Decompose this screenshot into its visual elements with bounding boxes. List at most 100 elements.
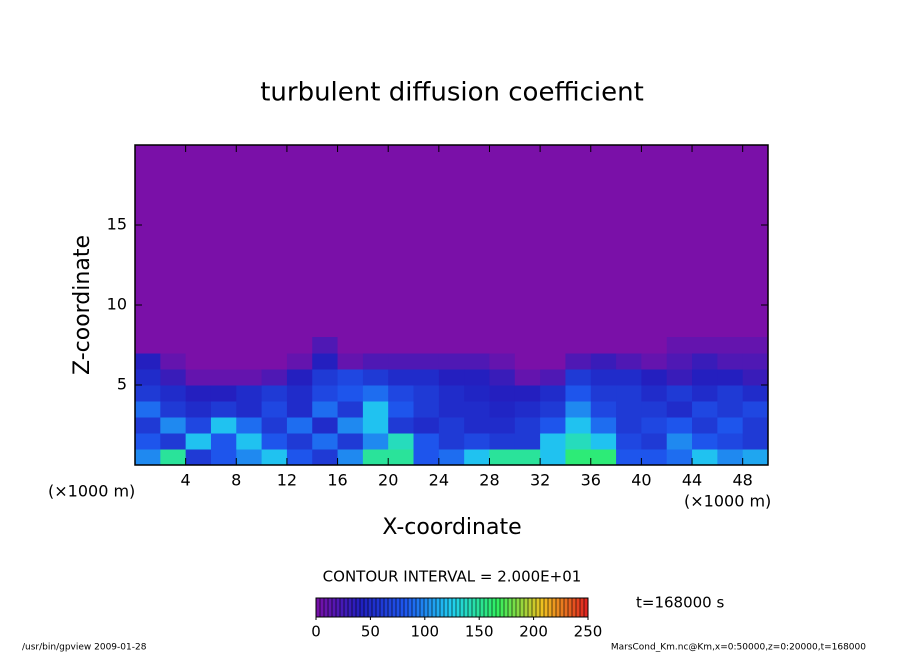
colorbar-segment [400, 598, 405, 617]
heat-cell [312, 337, 339, 354]
heat-cell [286, 337, 313, 354]
heat-cell [590, 401, 617, 418]
heat-cell [717, 369, 744, 386]
heat-cell [286, 449, 313, 466]
heat-cell [464, 433, 490, 450]
heat-cell [717, 353, 744, 370]
colorbar-segment [540, 598, 545, 617]
heat-cell [742, 369, 769, 386]
heat-cell [540, 337, 566, 354]
colorbar-segment [508, 598, 513, 617]
heat-cell [135, 417, 161, 434]
heat-cell [236, 449, 263, 466]
colorbar-segment [428, 598, 433, 617]
heat-cell [261, 417, 288, 434]
heat-cell [666, 401, 693, 418]
heat-cell [160, 337, 187, 354]
heat-cell [742, 449, 769, 466]
heat-cell [185, 417, 212, 434]
heat-cell [666, 353, 693, 370]
heat-cell [565, 433, 592, 450]
heat-cell [590, 337, 617, 354]
colorbar-segment [408, 598, 413, 617]
heat-cell [210, 369, 237, 386]
heat-cell [438, 417, 465, 434]
heat-cell [565, 337, 592, 354]
heat-cell [692, 385, 718, 402]
heat-cell [666, 417, 693, 434]
x-unit-label: (×1000 m) [684, 492, 771, 511]
heat-cell [236, 401, 263, 418]
heat-cell [489, 449, 516, 466]
heat-cell [160, 417, 187, 434]
heat-cell [413, 353, 440, 370]
x-tick-label: 20 [378, 471, 398, 490]
heat-cell [388, 385, 415, 402]
heat-cell [590, 385, 617, 402]
heat-cell [641, 433, 668, 450]
heat-cell [312, 401, 339, 418]
heat-cell [210, 401, 237, 418]
heat-cell [337, 433, 364, 450]
heat-cell [666, 369, 693, 386]
colorbar-segment [548, 598, 553, 617]
colorbar-segment [460, 598, 465, 617]
heat-cell [616, 353, 642, 370]
heat-cell [210, 417, 237, 434]
heat-cell [692, 433, 718, 450]
x-tick-label: 32 [530, 471, 550, 490]
y-tick-label: 15 [107, 215, 127, 234]
heat-cell [540, 449, 566, 466]
heat-cell [286, 385, 313, 402]
heat-cell [616, 385, 642, 402]
heat-cell [261, 401, 288, 418]
heat-cell [616, 417, 642, 434]
y-axis-label: Z-coordinate [70, 235, 95, 375]
heat-cell [742, 433, 769, 450]
heat-cell [666, 449, 693, 466]
heat-cell [514, 369, 541, 386]
heat-cell [362, 417, 389, 434]
heat-cell [185, 449, 212, 466]
x-tick-label: 24 [429, 471, 449, 490]
heat-cell [210, 433, 237, 450]
footer: MarsCond_Km.nc@Km,x=0:50000,z=0:20000,t=… [611, 643, 866, 653]
x-tick-label: 48 [733, 471, 753, 490]
x-tick-label: 36 [581, 471, 601, 490]
colorbar-segment [544, 598, 549, 617]
colorbar-segment [404, 598, 409, 617]
footer: /usr/bin/gpview 2009-01-28 [22, 643, 147, 653]
heat-cell [464, 369, 490, 386]
heat-cell [362, 401, 389, 418]
colorbar-segment [388, 598, 393, 617]
heat-cell [388, 401, 415, 418]
heat-cell [135, 401, 161, 418]
heat-cell [464, 337, 490, 354]
heat-cell [565, 449, 592, 466]
x-tick-label: 8 [231, 471, 241, 490]
colorbar-segment [352, 598, 357, 617]
heat-cell [160, 353, 187, 370]
heat-cell [666, 337, 693, 354]
colorbar-segment [504, 598, 509, 617]
heat-cell [616, 337, 642, 354]
heat-cell [160, 401, 187, 418]
heat-cell [312, 449, 339, 466]
heat-cell [388, 449, 415, 466]
colorbar-segment [328, 598, 333, 617]
heat-cell [666, 433, 693, 450]
heat-cell [438, 337, 465, 354]
colorbar-segment [520, 598, 525, 617]
heat-cell [540, 433, 566, 450]
heat-cell [489, 417, 516, 434]
heat-cell [616, 369, 642, 386]
colorbar-segment [564, 598, 569, 617]
colorbar-segment [436, 598, 441, 617]
colorbar-segment [580, 598, 585, 617]
heat-cell [413, 385, 440, 402]
heat-cell [388, 417, 415, 434]
heat-cell [210, 353, 237, 370]
colorbar-segment [512, 598, 517, 617]
heat-cell [666, 385, 693, 402]
heat-cell [438, 353, 465, 370]
